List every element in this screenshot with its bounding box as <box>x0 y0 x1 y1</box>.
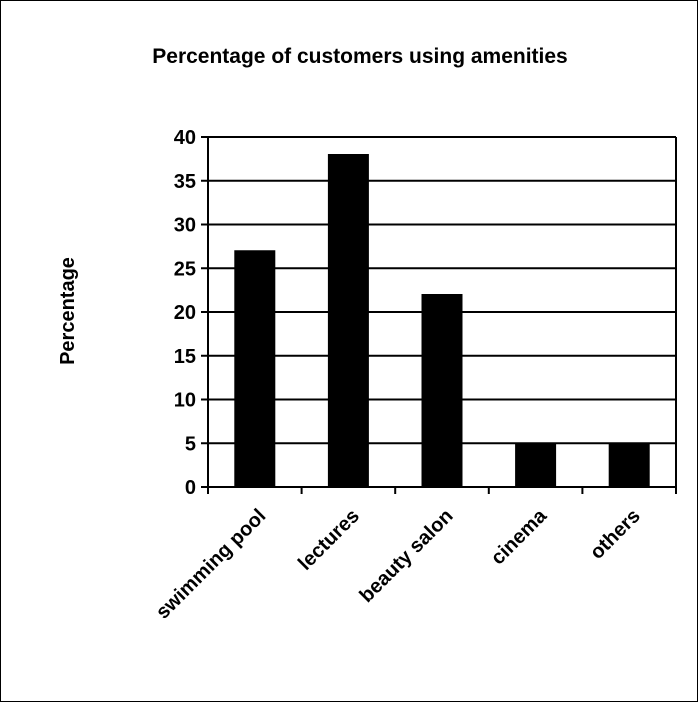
y-tick-label: 5 <box>185 433 196 455</box>
chart-title: Percentage of customers using amenities <box>152 45 567 68</box>
y-tick-label: 20 <box>174 302 196 324</box>
y-tick-label: 10 <box>174 390 196 412</box>
bar <box>328 155 368 488</box>
y-axis-label: Percentage <box>57 257 79 365</box>
bar <box>516 443 556 487</box>
y-tick-label: 25 <box>174 258 196 280</box>
y-tick-label: 0 <box>185 477 196 499</box>
y-tick-labels: 0 5 10 15 20 25 30 35 40 <box>174 127 196 499</box>
y-tick-label: 35 <box>174 171 196 193</box>
bars <box>235 155 649 488</box>
x-tick-label: others <box>586 505 645 564</box>
x-tick-label: lectures <box>294 505 364 575</box>
y-tick-label: 40 <box>174 127 196 149</box>
x-tick-label: cinema <box>487 504 552 569</box>
y-tick-label: 30 <box>174 215 196 237</box>
x-tick-label: beauty salon <box>356 505 458 607</box>
y-tick-label: 15 <box>174 346 196 368</box>
bar <box>609 443 649 487</box>
x-tick-label: swimming pool <box>152 505 270 623</box>
bar <box>235 251 275 487</box>
bar <box>422 295 462 488</box>
